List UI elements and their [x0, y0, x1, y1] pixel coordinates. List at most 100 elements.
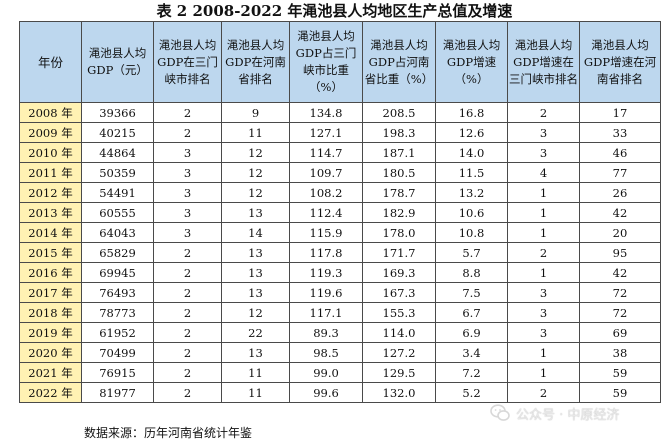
cell-share-henan: 127.2: [362, 342, 436, 363]
cell-share-sanmenxia: 109.7: [289, 162, 363, 183]
cell-growth-rank-sanmenxia: 2: [507, 382, 580, 403]
table-row: 2018 年 78773 2 12 117.1 155.3 6.7 3 72: [19, 302, 661, 323]
cell-growth-rank-sanmenxia: 1: [507, 222, 580, 243]
cell-year: 2017 年: [19, 282, 82, 303]
cell-growth-rank-sanmenxia: 4: [507, 162, 580, 183]
table-title: 表 2 2008-2022 年渑池县人均地区生产总值及增速: [156, 2, 513, 20]
cell-share-sanmenxia: 119.6: [289, 282, 363, 303]
cell-share-sanmenxia: 119.3: [289, 262, 363, 283]
watermark-text: 公众号 · 中原经济: [516, 407, 620, 423]
cell-gdp-per-capita: 65829: [81, 242, 154, 263]
cell-share-sanmenxia: 127.1: [289, 122, 363, 143]
cell-year: 2020 年: [19, 342, 82, 363]
wechat-icon: [490, 404, 510, 421]
cell-gdp-per-capita: 81977: [81, 382, 154, 403]
cell-growth-rate: 6.9: [435, 322, 508, 343]
cell-gdp-per-capita: 78773: [81, 302, 154, 323]
cell-rank-henan: 11: [221, 382, 290, 403]
cell-growth-rank-sanmenxia: 1: [507, 202, 580, 223]
cell-growth-rate: 10.8: [435, 222, 508, 243]
cell-growth-rate: 16.8: [435, 102, 508, 123]
table-row: 2019 年 61952 2 22 89.3 114.0 6.9 3 69: [19, 322, 661, 343]
cell-share-henan: 129.5: [362, 362, 436, 383]
cell-growth-rate: 7.5: [435, 282, 508, 303]
table-row: 2010 年 44864 3 12 114.7 187.1 14.0 3 46: [19, 142, 661, 163]
column-header-rank-sanmenxia: 渑池县人均GDP在三门峡市排名: [153, 21, 222, 103]
cell-share-henan: 155.3: [362, 302, 436, 323]
cell-year: 2014 年: [19, 222, 82, 243]
cell-growth-rank-henan: 26: [579, 182, 661, 203]
column-header-growth-rank-sanmenxia: 渑池县人均GDP增速在三门峡市排名: [507, 21, 580, 103]
cell-growth-rank-henan: 42: [579, 202, 661, 223]
cell-growth-rank-henan: 59: [579, 362, 661, 383]
cell-share-henan: 167.3: [362, 282, 436, 303]
cell-growth-rate: 5.7: [435, 242, 508, 263]
cell-rank-sanmenxia: 2: [153, 102, 222, 123]
table-row: 2009 年 40215 2 11 127.1 198.3 12.6 3 33: [19, 122, 661, 143]
cell-rank-henan: 14: [221, 222, 290, 243]
cell-growth-rank-sanmenxia: 3: [507, 302, 580, 323]
cell-share-henan: 198.3: [362, 122, 436, 143]
cell-share-sanmenxia: 99.0: [289, 362, 363, 383]
table-row: 2012 年 54491 3 12 108.2 178.7 13.2 1 26: [19, 182, 661, 203]
cell-year: 2022 年: [19, 382, 82, 403]
cell-rank-sanmenxia: 2: [153, 342, 222, 363]
cell-rank-sanmenxia: 3: [153, 202, 222, 223]
cell-share-sanmenxia: 108.2: [289, 182, 363, 203]
cell-growth-rank-sanmenxia: 2: [507, 242, 580, 263]
cell-growth-rate: 10.6: [435, 202, 508, 223]
cell-growth-rank-sanmenxia: 3: [507, 282, 580, 303]
cell-growth-rate: 3.4: [435, 342, 508, 363]
cell-share-sanmenxia: 112.4: [289, 202, 363, 223]
cell-gdp-per-capita: 76915: [81, 362, 154, 383]
table-row: 2022 年 81977 2 11 99.6 132.0 5.2 2 59: [19, 382, 661, 403]
source-note: 数据来源：历年河南省统计年鉴: [84, 426, 253, 440]
cell-rank-sanmenxia: 3: [153, 182, 222, 203]
cell-share-henan: 208.5: [362, 102, 436, 123]
cell-gdp-per-capita: 69945: [81, 262, 154, 283]
cell-growth-rate: 12.6: [435, 122, 508, 143]
cell-rank-henan: 12: [221, 142, 290, 163]
cell-gdp-per-capita: 44864: [81, 142, 154, 163]
cell-year: 2019 年: [19, 322, 82, 343]
cell-growth-rank-henan: 72: [579, 302, 661, 323]
table-row: 2016 年 69945 2 13 119.3 169.3 8.8 1 42: [19, 262, 661, 283]
cell-rank-sanmenxia: 2: [153, 382, 222, 403]
cell-year: 2018 年: [19, 302, 82, 323]
cell-growth-rank-henan: 33: [579, 122, 661, 143]
column-header-growth-rate: 渑池县人均GDP增速（%）: [435, 21, 508, 103]
cell-year: 2010 年: [19, 142, 82, 163]
cell-rank-henan: 22: [221, 322, 290, 343]
cell-growth-rank-henan: 38: [579, 342, 661, 363]
cell-growth-rank-sanmenxia: 3: [507, 122, 580, 143]
table-header-row: 年份 渑池县人均GDP（元） 渑池县人均GDP在三门峡市排名 渑池县人均GDP在…: [19, 21, 661, 103]
gdp-per-capita-table: 年份 渑池县人均GDP（元） 渑池县人均GDP在三门峡市排名 渑池县人均GDP在…: [19, 21, 661, 403]
cell-gdp-per-capita: 60555: [81, 202, 154, 223]
table-row: 2015 年 65829 2 13 117.8 171.7 5.7 2 95: [19, 242, 661, 263]
cell-rank-sanmenxia: 2: [153, 242, 222, 263]
cell-growth-rate: 6.7: [435, 302, 508, 323]
cell-rank-sanmenxia: 3: [153, 222, 222, 243]
cell-share-sanmenxia: 117.1: [289, 302, 363, 323]
cell-growth-rank-sanmenxia: 3: [507, 322, 580, 343]
column-header-share-sanmenxia: 渑池县人均GDP占三门峡市比重（%）: [289, 21, 363, 103]
cell-year: 2011 年: [19, 162, 82, 183]
cell-rank-sanmenxia: 3: [153, 142, 222, 163]
cell-growth-rank-henan: 69: [579, 322, 661, 343]
table-row: 2013 年 60555 3 13 112.4 182.9 10.6 1 42: [19, 202, 661, 223]
cell-share-sanmenxia: 98.5: [289, 342, 363, 363]
column-header-rank-henan: 渑池县人均GDP在河南省排名: [221, 21, 290, 103]
cell-growth-rate: 5.2: [435, 382, 508, 403]
table-row: 2014 年 64043 3 14 115.9 178.0 10.8 1 20: [19, 222, 661, 243]
cell-growth-rate: 7.2: [435, 362, 508, 383]
cell-year: 2013 年: [19, 202, 82, 223]
table-row: 2020 年 70499 2 13 98.5 127.2 3.4 1 38: [19, 342, 661, 363]
cell-rank-henan: 13: [221, 202, 290, 223]
cell-share-henan: 169.3: [362, 262, 436, 283]
cell-growth-rank-henan: 77: [579, 162, 661, 183]
cell-growth-rank-sanmenxia: 1: [507, 362, 580, 383]
column-header-share-henan: 渑池县人均GDP占河南省比重（%）: [362, 21, 436, 103]
cell-share-sanmenxia: 134.8: [289, 102, 363, 123]
cell-growth-rank-sanmenxia: 3: [507, 142, 580, 163]
cell-rank-sanmenxia: 2: [153, 322, 222, 343]
